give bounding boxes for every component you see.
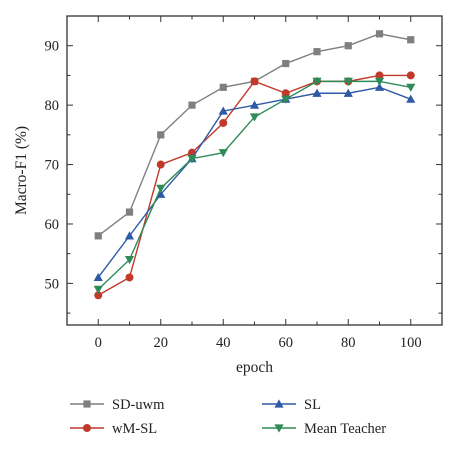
data-point xyxy=(219,118,228,127)
data-point xyxy=(374,82,385,91)
data-point xyxy=(407,36,415,44)
data-point xyxy=(188,101,196,109)
data-point xyxy=(125,208,134,216)
y-tick-label: 60 xyxy=(45,217,60,233)
x-tick-label: 100 xyxy=(400,335,422,351)
data-point xyxy=(156,160,165,169)
legend-label: Mean Teacher xyxy=(304,421,386,437)
data-point xyxy=(343,77,353,86)
plot-frame xyxy=(66,15,443,326)
legend-item: SL xyxy=(262,397,321,413)
data-point xyxy=(281,95,291,104)
series-line xyxy=(97,80,411,290)
data-point xyxy=(374,77,385,86)
data-point xyxy=(313,48,321,56)
data-point xyxy=(282,59,290,68)
x-tick-label: 80 xyxy=(341,335,356,351)
series-wm-sl xyxy=(94,71,415,300)
legend-label: SD-uwm xyxy=(112,397,165,413)
data-point xyxy=(375,30,384,38)
data-point xyxy=(93,285,103,294)
legend-item: wM-SL xyxy=(70,421,157,437)
data-point xyxy=(281,89,290,98)
data-point xyxy=(344,42,352,50)
data-point xyxy=(312,88,322,97)
data-point xyxy=(124,256,135,265)
data-point xyxy=(156,184,166,193)
legend-label: SL xyxy=(304,397,321,413)
data-point xyxy=(94,232,102,240)
data-point xyxy=(125,273,134,282)
data-point xyxy=(312,77,322,86)
y-tick-label: 80 xyxy=(45,98,60,114)
data-point xyxy=(250,77,259,86)
legend-item: SD-uwm xyxy=(70,397,165,413)
legend-label: wM-SL xyxy=(112,421,157,437)
data-point xyxy=(406,71,415,80)
y-axis-title: Macro-F1 (%) xyxy=(13,126,30,215)
data-point xyxy=(406,94,416,103)
data-point xyxy=(219,83,227,91)
data-point xyxy=(94,291,103,300)
data-point xyxy=(343,88,353,97)
legend-marker xyxy=(83,400,91,408)
x-tick-label: 0 xyxy=(95,335,102,351)
legend-marker xyxy=(274,399,284,408)
series-sd-uwm xyxy=(94,30,415,240)
series-line xyxy=(97,33,411,237)
x-tick-label: 40 xyxy=(216,335,231,351)
data-point xyxy=(375,71,384,80)
x-tick-label: 20 xyxy=(154,335,169,351)
x-tick-label: 60 xyxy=(279,335,294,351)
legend-marker xyxy=(274,424,284,433)
data-point xyxy=(187,155,197,164)
data-point xyxy=(157,131,165,139)
data-point xyxy=(249,100,260,109)
data-point xyxy=(249,113,260,122)
data-point xyxy=(218,106,228,115)
series-mean-teacher xyxy=(93,77,416,294)
legend-marker xyxy=(83,424,91,432)
data-point xyxy=(93,272,103,282)
x-axis-title: epoch xyxy=(236,359,273,376)
data-point xyxy=(218,149,228,158)
data-point xyxy=(406,83,416,92)
y-tick-label: 70 xyxy=(45,158,60,174)
y-tick-label: 50 xyxy=(45,276,60,292)
legend-item: Mean Teacher xyxy=(262,421,386,437)
y-tick-label: 90 xyxy=(45,39,60,55)
data-point xyxy=(124,231,135,240)
data-point xyxy=(156,189,166,198)
